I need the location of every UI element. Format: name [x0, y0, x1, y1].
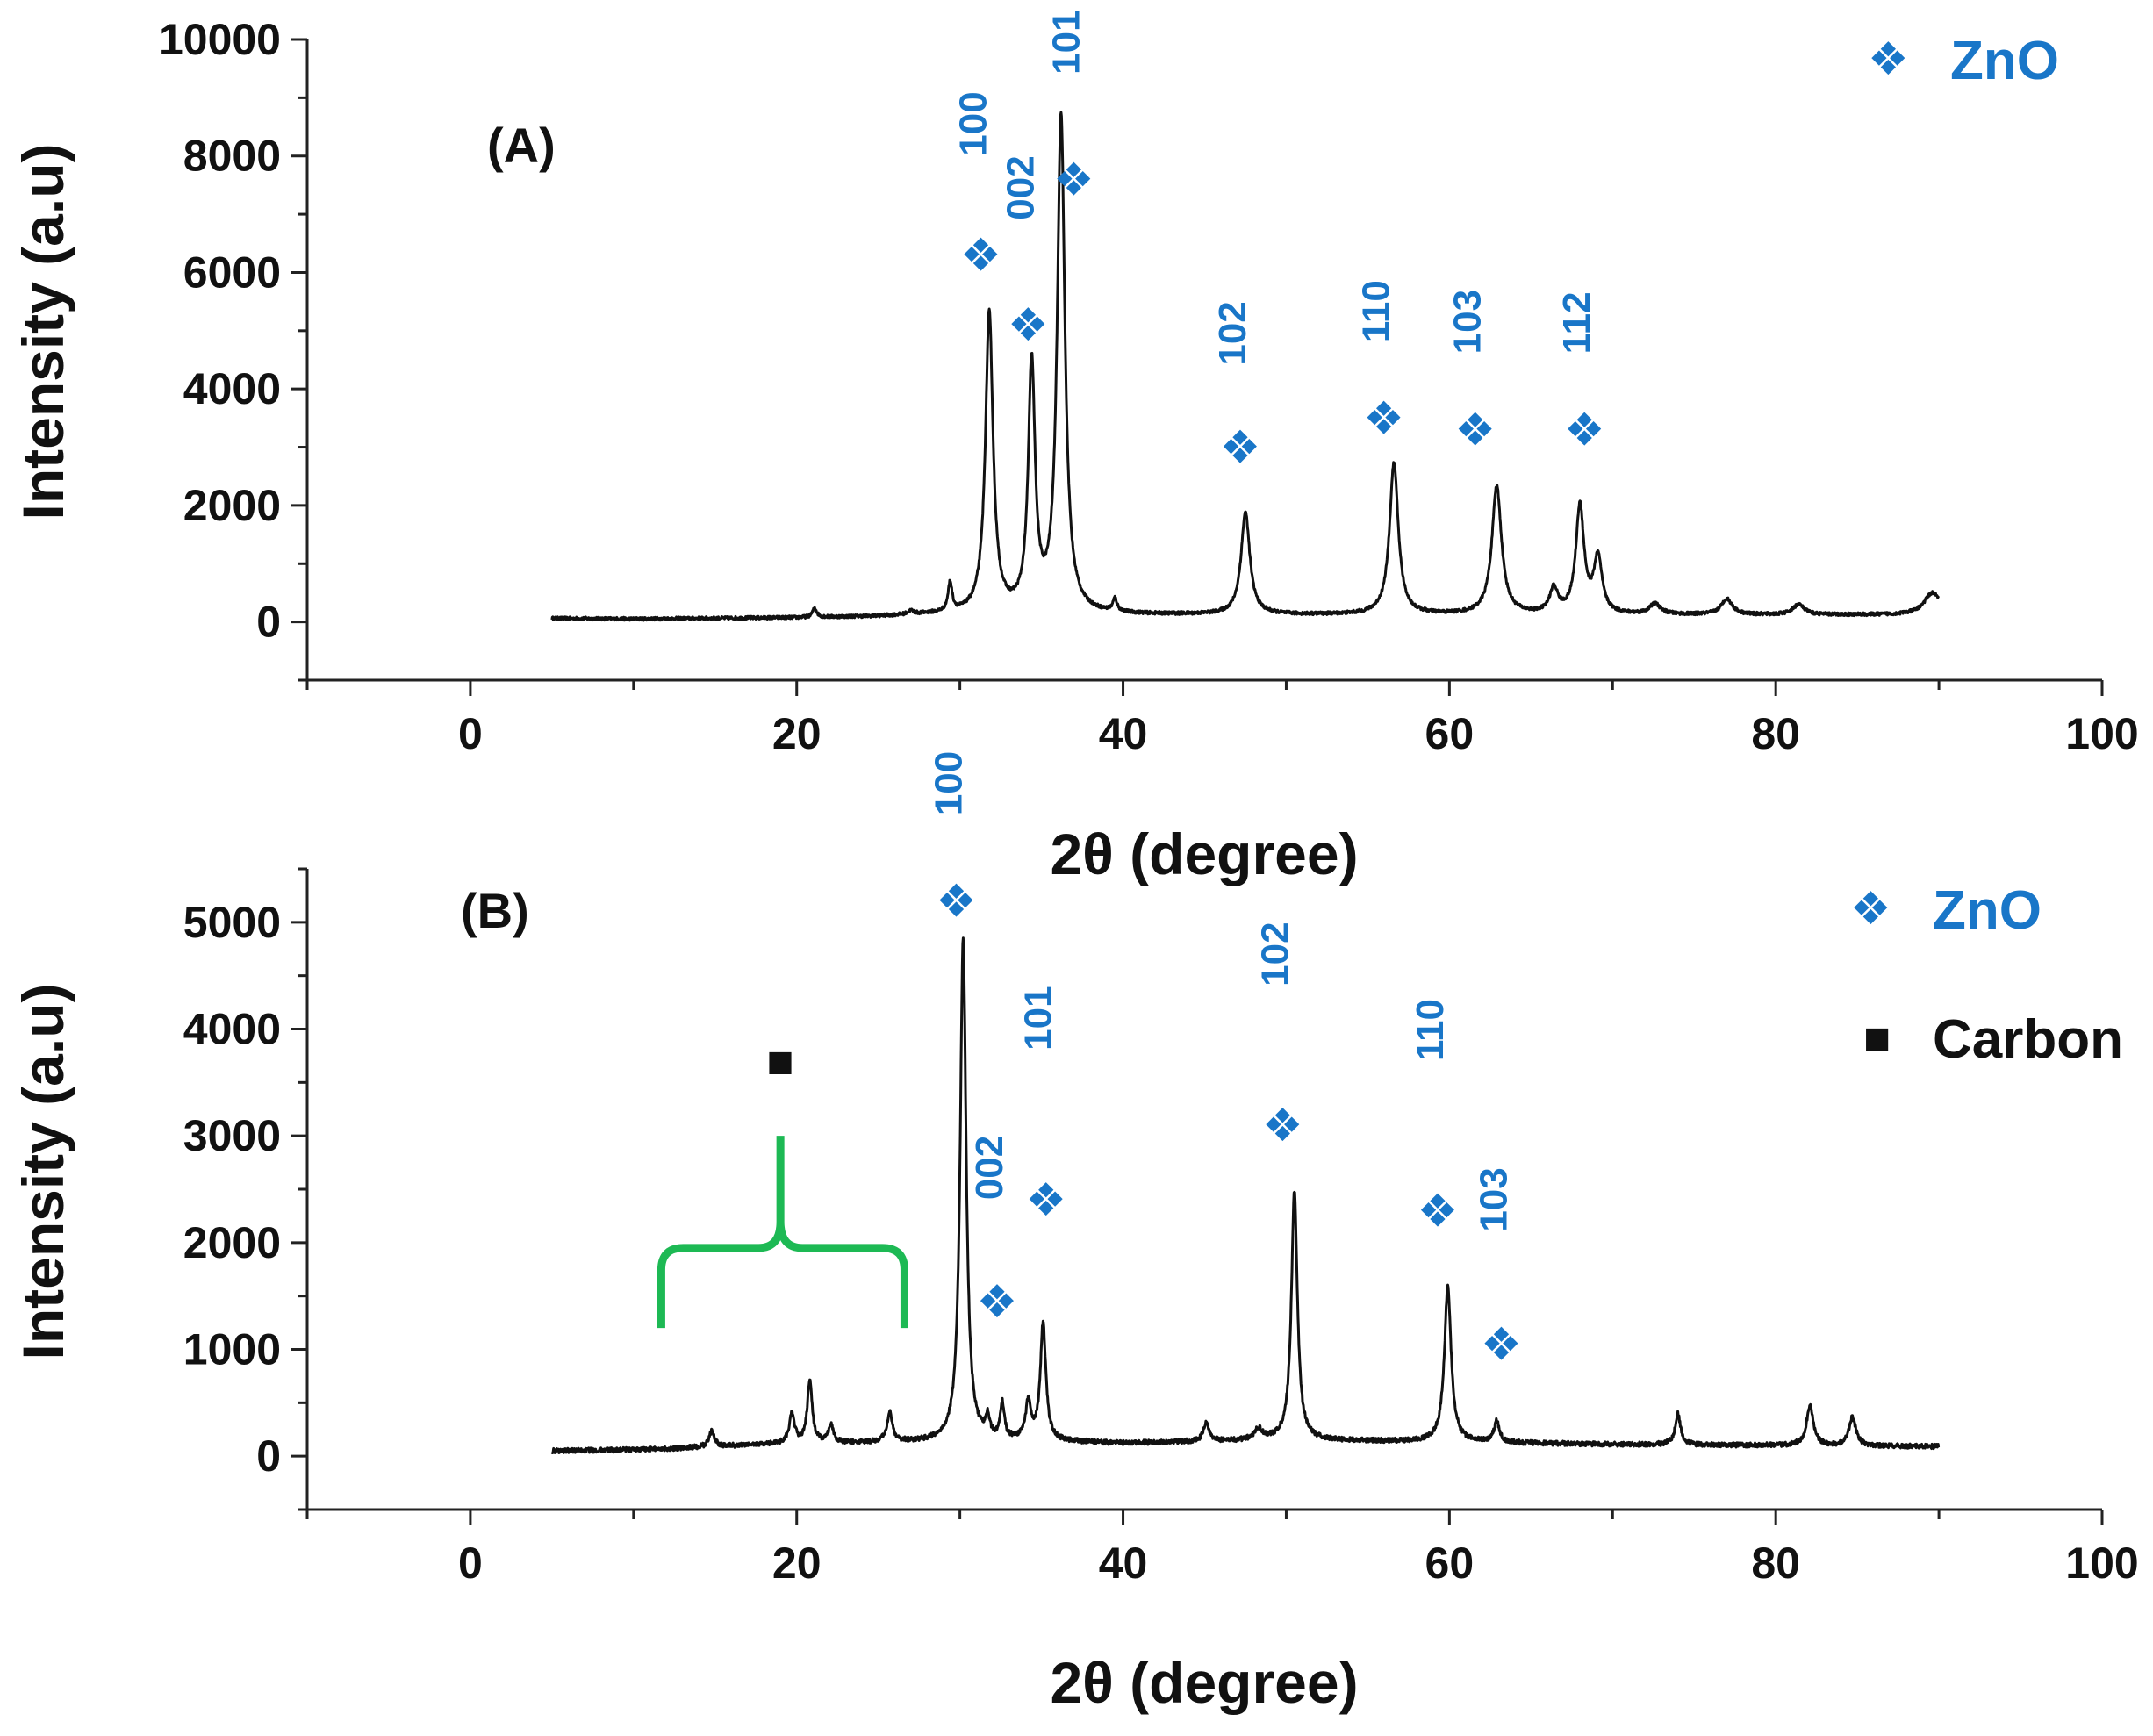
panel-b-peak-label-002: 002 — [968, 1136, 1011, 1200]
panel-a-peak-label-100: 100 — [951, 91, 994, 155]
panel-b-label: (B) — [461, 883, 529, 938]
panel-a-x-tick-label: 20 — [772, 709, 822, 758]
panel-a-label: (A) — [487, 118, 556, 173]
panel-b-zno-marker-002: ❖ — [977, 1277, 1018, 1328]
panel-a-peak-label-110: 110 — [1355, 280, 1398, 342]
panel-a-x-tick-label: 80 — [1751, 709, 1800, 758]
panel-a-peak-label-002: 002 — [999, 155, 1042, 219]
panel-a-y-tick-label: 6000 — [183, 247, 281, 297]
panel-b-carbon-marker: ■ — [766, 1037, 793, 1087]
panel-a-peak-label-102: 102 — [1211, 301, 1254, 365]
panel-a: (A) ❖ ZnO 2θ (degree) Intensity (a.u) 0 2… — [11, 10, 2139, 886]
panel-b-x-tick-label: 40 — [1099, 1539, 1148, 1588]
panel-a-zno-marker-112: ❖ — [1564, 405, 1605, 456]
panel-b-legend-carbon-label: Carbon — [1933, 1009, 2123, 1070]
panel-a-peak-label-101: 101 — [1044, 10, 1087, 74]
panel-b-x-tick-label: 100 — [2065, 1539, 2138, 1588]
panel-a-legend: ❖ ZnO — [1868, 31, 2059, 91]
panel-b-legend-zno-label: ZnO — [1933, 880, 2042, 941]
panel-b: (B) ❖ ZnO ■ Carbon 2θ (degree) Intensity… — [11, 751, 2139, 1715]
panel-b-peak-label-102: 102 — [1253, 922, 1296, 986]
panel-a-y-tick-label: 2000 — [183, 481, 281, 530]
panel-b-legend-carbon-symbol: ■ — [1863, 1013, 1891, 1064]
panel-a-legend-zno-label: ZnO — [1950, 31, 2059, 91]
panel-a-y-tick-label: 0 — [256, 598, 281, 647]
panel-a-x-tick-label: 40 — [1099, 709, 1148, 758]
panel-b-y-tick-label: 2000 — [183, 1218, 281, 1267]
panel-a-y-tick-label: 10000 — [159, 15, 281, 64]
panel-a-peak-label-112: 112 — [1555, 291, 1598, 354]
panel-a-xrd-series-line — [550, 111, 1940, 622]
panel-a-y-axis-title: Intensity (a.u) — [11, 143, 75, 520]
panel-a-zno-marker-101: ❖ — [1053, 154, 1094, 205]
panel-b-zno-marker-110: ❖ — [1417, 1186, 1459, 1237]
panel-a-zno-marker-100: ❖ — [960, 231, 1001, 282]
panel-b-x-tick-label: 0 — [458, 1539, 483, 1588]
panel-b-x-tick-label: 20 — [772, 1539, 822, 1588]
panel-a-legend-zno-symbol: ❖ — [1868, 34, 1909, 85]
panel-b-peak-label-103: 103 — [1472, 1167, 1515, 1231]
panel-a-y-tick-label: 4000 — [183, 364, 281, 413]
panel-b-xrd-series-line — [550, 936, 1941, 1454]
panel-b-peak-label-100: 100 — [927, 751, 970, 815]
panel-b-carbon-bracket — [657, 1136, 908, 1329]
panel-b-peak-label-110: 110 — [1409, 999, 1452, 1061]
panel-b-y-tick-label: 0 — [256, 1431, 281, 1481]
panel-b-y-tick-label: 5000 — [183, 898, 281, 947]
panel-a-x-tick-label: 100 — [2065, 709, 2138, 758]
panel-a-zno-marker-102: ❖ — [1220, 423, 1261, 474]
panel-b-y-tick-label: 1000 — [183, 1325, 281, 1374]
panel-b-x-tick-label: 80 — [1751, 1539, 1800, 1588]
panel-b-x-axis-title: 2θ (degree) — [1050, 1650, 1358, 1715]
panel-b-zno-marker-101: ❖ — [1025, 1175, 1066, 1226]
panel-a-zno-marker-110: ❖ — [1363, 393, 1404, 444]
panel-a-peak-label-103: 103 — [1446, 290, 1489, 354]
panel-a-zno-marker-002: ❖ — [1008, 300, 1049, 351]
panel-a-y-tick-label: 8000 — [183, 132, 281, 181]
panel-a-zno-marker-103: ❖ — [1454, 405, 1496, 456]
panel-b-y-tick-label: 3000 — [183, 1111, 281, 1160]
panel-a-x-tick-label: 60 — [1425, 709, 1475, 758]
panel-b-legend: ❖ ZnO ■ Carbon — [1850, 880, 2123, 1070]
panel-b-peak-label-101: 101 — [1017, 986, 1060, 1050]
panel-b-y-tick-label: 4000 — [183, 1005, 281, 1054]
panel-b-x-tick-label: 60 — [1425, 1539, 1475, 1588]
panel-b-zno-marker-102: ❖ — [1262, 1101, 1303, 1151]
panel-a-x-axis-title: 2θ (degree) — [1050, 821, 1358, 886]
panel-b-y-axis-title: Intensity (a.u) — [11, 983, 75, 1359]
panel-b-legend-zno-symbol: ❖ — [1850, 884, 1891, 935]
panel-b-zno-marker-103: ❖ — [1481, 1319, 1522, 1370]
panel-b-zno-marker-100: ❖ — [936, 877, 977, 928]
panel-a-x-tick-label: 0 — [458, 709, 483, 758]
